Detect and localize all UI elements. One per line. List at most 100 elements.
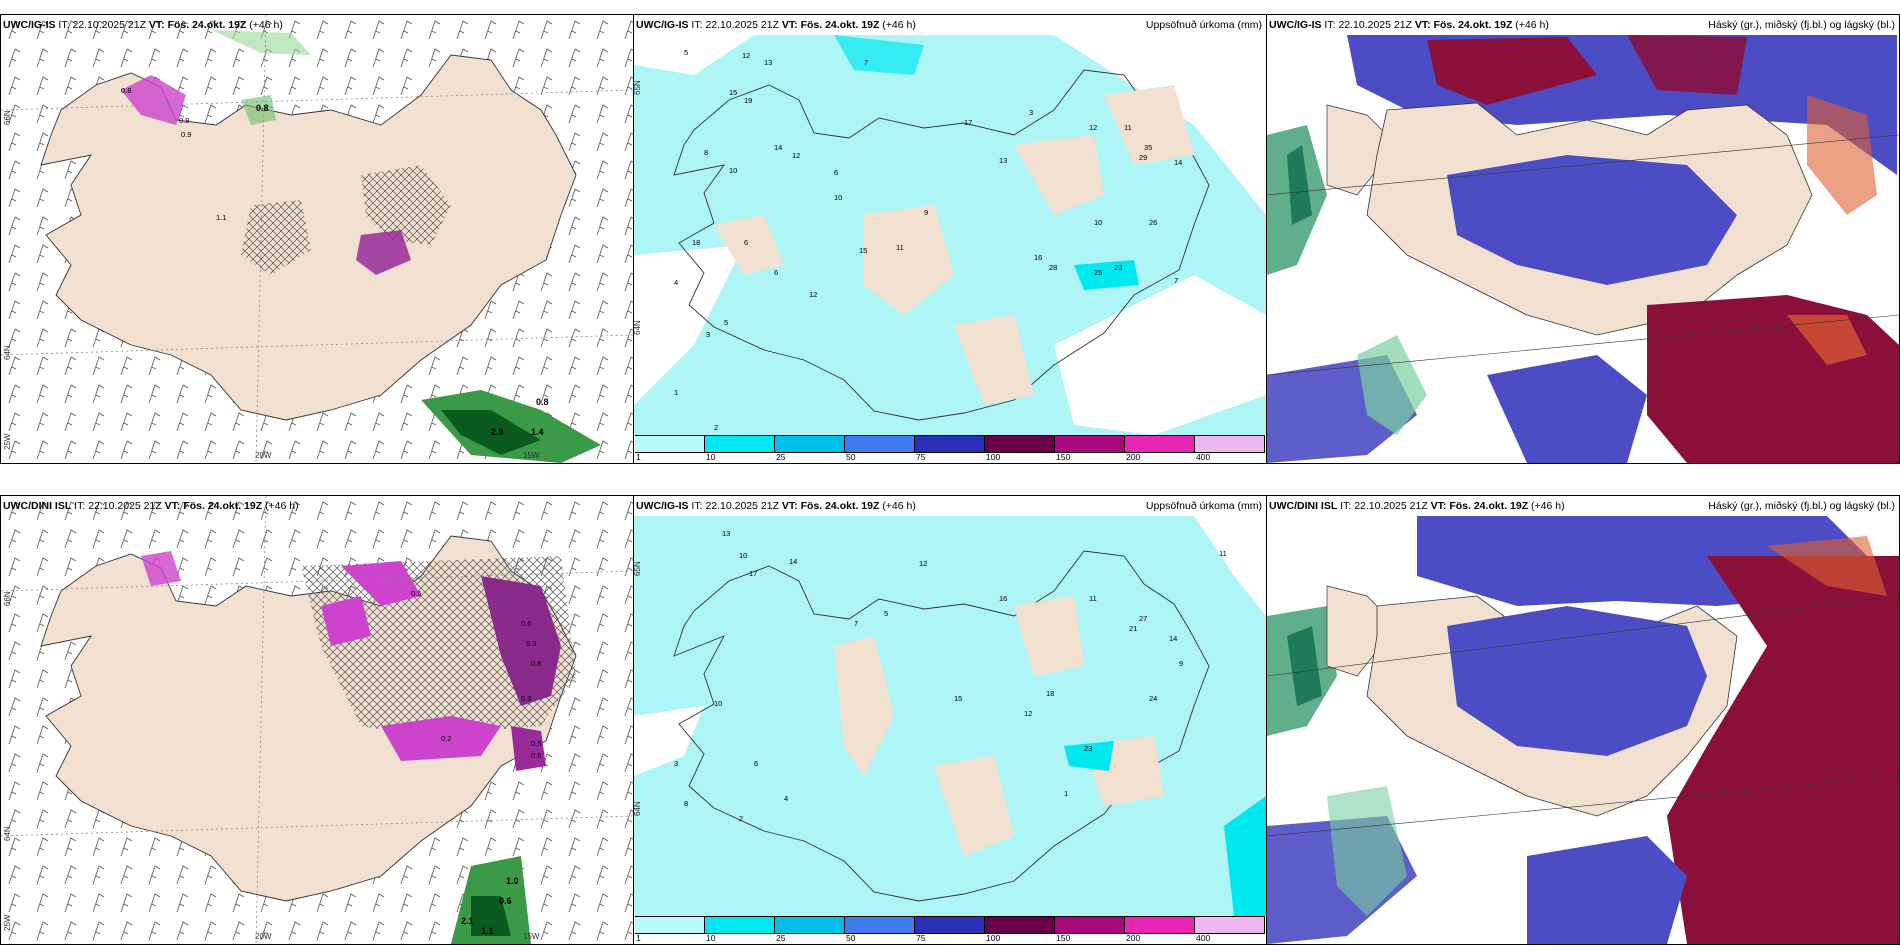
svg-text:0.3: 0.3	[526, 639, 536, 648]
colorbar-tick: 1	[636, 452, 641, 462]
svg-text:14: 14	[1169, 634, 1177, 643]
lon-label: 15W	[523, 932, 540, 941]
lon-label: 25W	[3, 914, 12, 931]
colorbar-swatch	[635, 436, 705, 452]
hatched-area	[361, 165, 451, 245]
colorbar-swatch	[1125, 436, 1195, 452]
svg-text:0.5: 0.5	[531, 739, 541, 748]
svg-text:26: 26	[1149, 218, 1157, 227]
precip-panel-bottom: UWC/IG-IS IT: 22.10.2025 21Z VT: Fös. 24…	[633, 495, 1267, 945]
panel-header: UWC/DINI ISL IT: 22.10.2025 21Z VT: Fös.…	[1269, 500, 1565, 512]
rain-area	[241, 95, 276, 125]
svg-text:6: 6	[754, 759, 758, 768]
svg-text:0.2: 0.2	[441, 734, 451, 743]
colorbar-swatch	[1055, 917, 1125, 933]
svg-text:7: 7	[864, 58, 868, 67]
map-title: Háský (gr.), miðský (fj.bl.) og lágský (…	[1708, 500, 1895, 512]
rain-area	[211, 30, 311, 55]
svg-text:10: 10	[1094, 218, 1102, 227]
colorbar-tick: 25	[776, 933, 786, 943]
snow-area	[141, 551, 181, 586]
svg-text:13: 13	[764, 58, 772, 67]
wind-panel-top: UWC/IG-IS IT: 22.10.2025 21Z VT: Fös. 24…	[0, 14, 634, 464]
svg-text:11: 11	[896, 243, 904, 252]
svg-text:1: 1	[674, 388, 678, 397]
svg-text:13: 13	[999, 156, 1007, 165]
colorbar-tick: 150	[1056, 933, 1071, 943]
svg-text:12: 12	[742, 51, 750, 60]
svg-text:10: 10	[714, 699, 722, 708]
snow-area	[381, 716, 501, 761]
lat-label: 64N	[633, 801, 642, 816]
map-title: Háský (gr.), miðský (fj.bl.) og lágský (…	[1708, 19, 1895, 31]
svg-text:11: 11	[1219, 549, 1227, 558]
colorbar-tick: 75	[916, 933, 926, 943]
svg-text:21: 21	[1129, 624, 1137, 633]
svg-text:18: 18	[692, 238, 700, 247]
svg-text:8: 8	[704, 148, 708, 157]
svg-text:7: 7	[854, 619, 858, 628]
svg-text:10: 10	[739, 551, 747, 560]
svg-text:13: 13	[722, 529, 730, 538]
svg-text:15: 15	[859, 246, 867, 255]
svg-text:27: 27	[1139, 614, 1147, 623]
svg-text:0.8: 0.8	[531, 659, 541, 668]
lon-label: 20W	[255, 451, 272, 460]
svg-text:0.8: 0.8	[536, 397, 549, 407]
wind-value-labels: 0.5 0.6 0.3 0.8 0.2 0.5 0.6 1.0 0.6 2.1 …	[411, 589, 541, 936]
svg-text:7: 7	[1174, 276, 1178, 285]
colorbar-swatch	[985, 436, 1055, 452]
svg-text:3: 3	[674, 759, 678, 768]
svg-text:0.9: 0.9	[181, 130, 191, 139]
colorbar-tick: 75	[916, 452, 926, 462]
svg-text:0.9: 0.9	[179, 116, 189, 125]
cloud-panel-bottom: UWC/DINI ISL IT: 22.10.2025 21Z VT: Fös.…	[1266, 495, 1900, 945]
colorbar-swatch	[915, 917, 985, 933]
colorbar-tick: 400	[1196, 452, 1211, 462]
colorbar-tick: 150	[1056, 452, 1071, 462]
rain-area	[471, 896, 511, 936]
wind-value-labels: 0.8 0.9 0.9 1.1 0.8 2.9 1.4 0.8	[121, 86, 549, 437]
panel-header: UWC/DINI ISL IT: 22.10.2025 21Z VT: Fös.…	[3, 500, 299, 512]
colorbar-swatch	[845, 917, 915, 933]
svg-text:9: 9	[1179, 659, 1183, 668]
svg-text:15: 15	[729, 88, 737, 97]
svg-text:12: 12	[809, 290, 817, 299]
colorbar-tick: 200	[1126, 452, 1141, 462]
colorbar-swatch	[1055, 436, 1125, 452]
svg-text:3: 3	[1029, 108, 1033, 117]
svg-text:28: 28	[1049, 263, 1057, 272]
snow-area	[341, 561, 421, 606]
colorbar-tick: 200	[1126, 933, 1141, 943]
svg-text:0.8: 0.8	[121, 86, 131, 95]
colorbar-tick: 50	[846, 452, 856, 462]
svg-text:2.1: 2.1	[461, 916, 474, 926]
wind-map: 0.8 0.9 0.9 1.1 0.8 2.9 1.4 0.8	[1, 15, 633, 463]
snow-area	[321, 596, 371, 646]
colorbar-tick: 50	[846, 933, 856, 943]
svg-text:2.9: 2.9	[491, 427, 504, 437]
map-title: Uppsöfnuð úrkoma (mm)	[1145, 500, 1262, 512]
colorbar-swatch	[635, 917, 705, 933]
svg-text:0.6: 0.6	[531, 751, 541, 760]
lon-label: 20W	[255, 932, 272, 941]
snow-area	[356, 230, 411, 275]
svg-text:4: 4	[784, 794, 788, 803]
precip-value-labels: 12 13 15 19 5 7 14 12 10 8 6 6 17 3 12 1…	[674, 48, 1182, 432]
rain-area	[441, 410, 541, 455]
colorbar-tick: 10	[706, 452, 716, 462]
colorbar-swatch	[1125, 917, 1195, 933]
svg-text:10: 10	[729, 166, 737, 175]
panel-header: UWC/IG-IS IT: 22.10.2025 21Z VT: Fös. 24…	[636, 19, 916, 31]
svg-text:17: 17	[964, 118, 972, 127]
svg-text:18: 18	[1046, 689, 1054, 698]
svg-text:0.6: 0.6	[521, 619, 531, 628]
lat-label: 64N	[3, 345, 12, 360]
lat-label: 64N	[3, 826, 12, 841]
lon-label: 15W	[523, 451, 540, 460]
svg-text:6: 6	[744, 238, 748, 247]
svg-text:8: 8	[684, 799, 688, 808]
cloud-panel-top: UWC/IG-IS IT: 22.10.2025 21Z VT: Fös. 24…	[1266, 14, 1900, 464]
colorbar-swatch	[985, 917, 1055, 933]
svg-text:15: 15	[954, 694, 962, 703]
